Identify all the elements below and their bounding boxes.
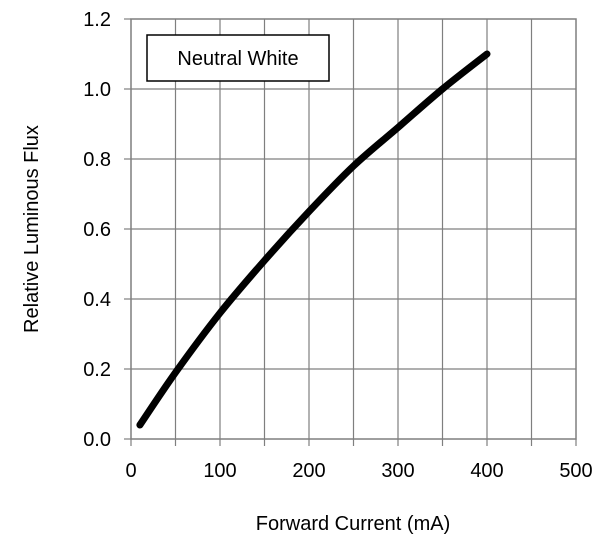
legend-box (146, 34, 330, 82)
y-tick-label: 0.8 (83, 149, 111, 171)
x-axis-ticks: 0 100 200 300 400 500 (125, 439, 593, 482)
x-tick-label: 500 (559, 460, 592, 482)
grid-lines (131, 19, 576, 439)
y-tick-label: 0.2 (83, 359, 111, 381)
x-tick-label: 100 (203, 460, 236, 482)
y-tick-label: 0.0 (83, 429, 111, 451)
x-tick-label: 0 (125, 460, 136, 482)
y-tick-label: 0.6 (83, 219, 111, 241)
y-tick-label: 0.4 (83, 289, 111, 311)
x-axis-title: Forward Current (mA) (256, 513, 450, 535)
x-tick-label: 200 (292, 460, 325, 482)
y-tick-label: 1.0 (83, 79, 111, 101)
y-axis-title: Relative Luminous Flux (21, 125, 43, 333)
y-axis-ticks: 0.0 0.2 0.4 0.6 0.8 1.0 1.2 (83, 9, 131, 451)
legend-label: Neutral White (177, 48, 298, 70)
x-tick-label: 400 (470, 460, 503, 482)
series-layer (136, 50, 491, 429)
legend: Neutral White (146, 34, 330, 82)
y-tick-label: 1.2 (83, 9, 111, 31)
x-tick-label: 300 (381, 460, 414, 482)
series-line (136, 50, 491, 429)
